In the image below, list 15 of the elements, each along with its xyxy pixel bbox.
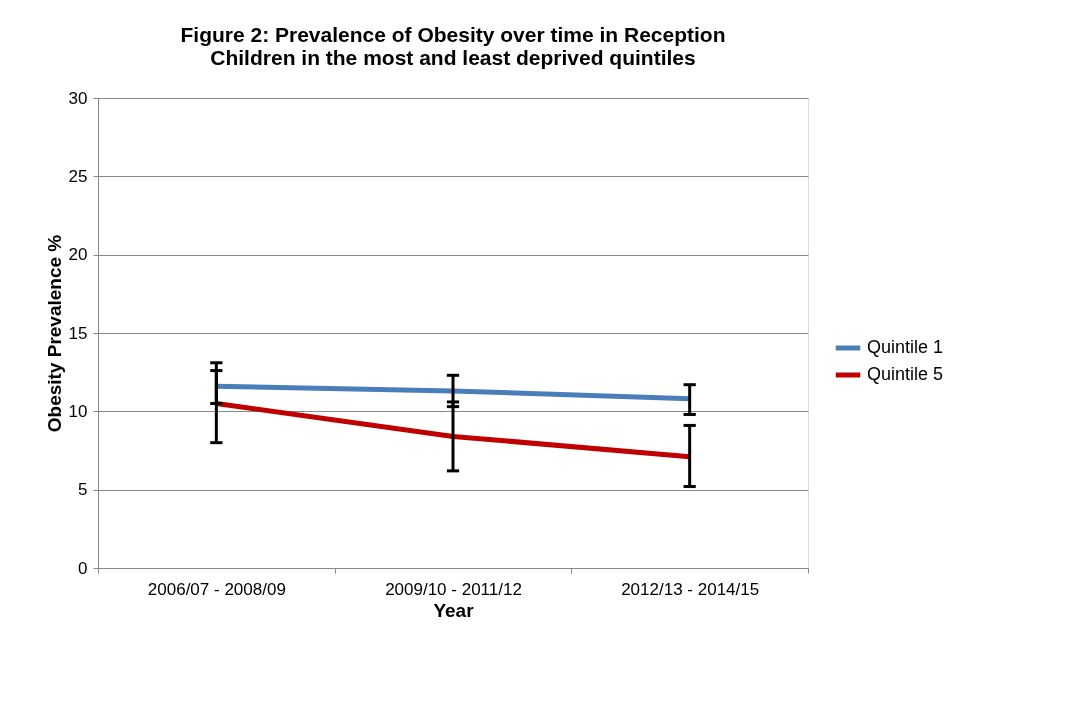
y-tick-label: 0 xyxy=(78,558,88,578)
y-tick-label: 25 xyxy=(68,166,88,186)
legend-label: Quintile 1 xyxy=(867,337,944,357)
x-axis-title: Year xyxy=(433,599,475,621)
y-tick-label: 20 xyxy=(68,245,88,265)
legend-label: Quintile 5 xyxy=(867,364,944,384)
y-tick-label: 30 xyxy=(68,88,88,108)
chart-title: Figure 2: Prevalence of Obesity over time in Reception Children in the most and least deprived quintiles xyxy=(180,23,726,69)
y-tick-label: 10 xyxy=(68,401,88,421)
x-tick-label: 2012/13 - 2014/15 xyxy=(621,579,760,599)
x-tick-label: 2009/10 - 2011/12 xyxy=(385,579,522,599)
x-tick-label: 2006/07 - 2008/09 xyxy=(147,579,286,599)
y-tick-label: 5 xyxy=(78,480,88,500)
y-axis-title: Obesity Prevalence % xyxy=(43,234,65,433)
y-tick-label: 15 xyxy=(68,323,88,343)
